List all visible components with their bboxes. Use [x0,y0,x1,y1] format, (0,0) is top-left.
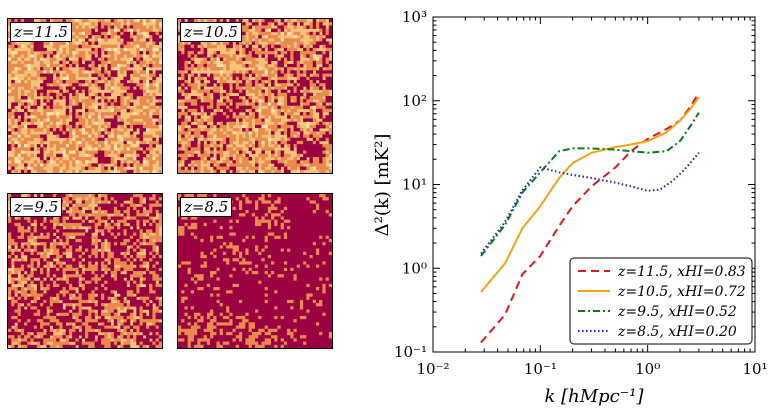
ionization-map [178,19,332,173]
x-tick-label: 10⁻² [416,360,449,378]
legend-label: z=11.5, xHI=0.83 [617,264,746,280]
y-axis-label: Δ²(k) [mK²] [372,134,393,237]
y-tick-label: 10⁰ [402,259,427,277]
y-tick-label: 10³ [402,8,427,26]
panel-label: z=8.5 [180,197,233,217]
y-tick-label: 10¹ [402,176,427,194]
map-panel-z9p5: z=9.5 [7,193,163,349]
map-panel-z10p5: z=10.5 [177,18,333,174]
panel-label: z=10.5 [180,22,242,42]
x-tick-label: 10⁻¹ [524,360,557,378]
map-panel-z11p5: z=11.5 [7,18,163,174]
x-tick-label: 10¹ [742,360,767,378]
panel-label: z=11.5 [10,22,72,42]
x-tick-label: 10⁰ [635,360,660,378]
series-line-3 [480,152,700,255]
series-line-2 [480,112,700,257]
ionization-map [8,19,162,173]
ionization-map [8,194,162,348]
panel-label: z=9.5 [10,197,63,217]
legend-label: z=10.5, xHI=0.72 [617,284,746,300]
legend-box [569,257,753,345]
x-axis-label: k [hMpc⁻¹] [544,386,644,407]
map-panel-z8p5: z=8.5 [177,193,333,349]
legend: z=11.5, xHI=0.83 z=10.5, xHI=0.72 z=9.5, x… [569,257,753,345]
legend-label: z=9.5, xHI=0.52 [617,304,737,320]
ionization-map [178,194,332,348]
y-tick-label: 10⁻¹ [394,343,427,361]
legend-label: z=8.5, xHI=0.20 [617,324,737,340]
y-tick-label: 10² [402,92,427,110]
